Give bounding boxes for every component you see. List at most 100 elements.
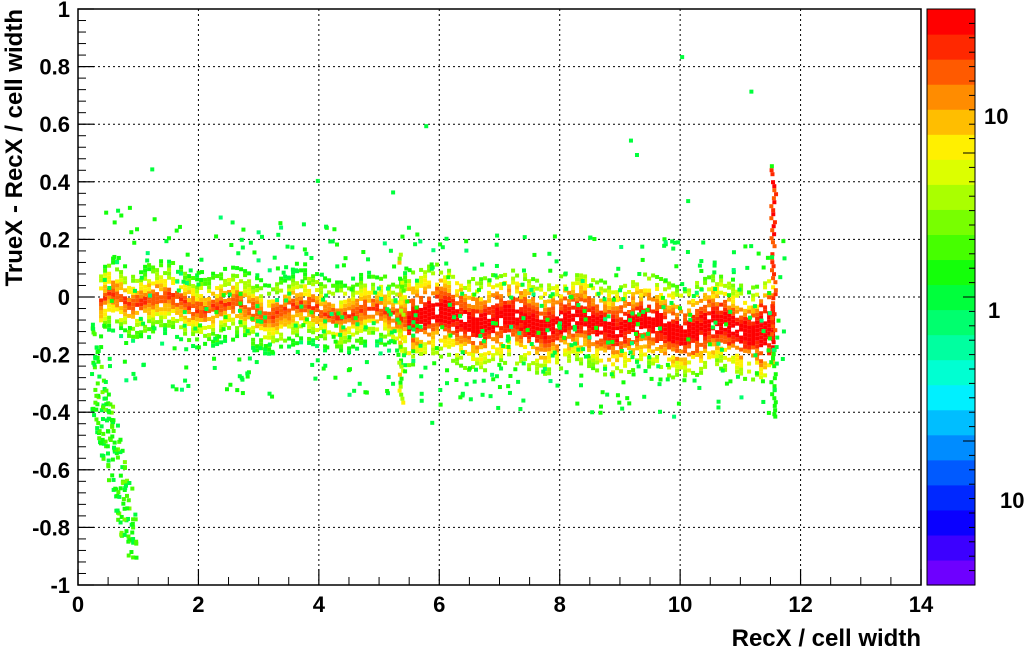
heatmap-cell [464,248,469,253]
heatmap-cell [398,252,403,257]
heatmap-cell [129,550,134,555]
heatmap-cell [415,329,420,334]
heatmap-cell [649,376,654,381]
heatmap-cell [247,291,252,296]
heatmap-cell [118,450,123,455]
heatmap-cell [675,312,680,317]
heatmap-cell [563,304,568,309]
heatmap-cell [773,400,778,405]
heatmap-cell [547,339,552,344]
heatmap-cell [751,341,756,346]
heatmap-cell [171,316,176,321]
heatmap-cell [398,308,403,313]
heatmap-cell [735,309,740,314]
heatmap-cell [607,297,612,302]
heatmap-cell [138,316,143,321]
colorbar-segment [927,559,975,586]
heatmap-cell [171,320,176,325]
heatmap-cell [451,322,456,327]
heatmap-cell [527,319,532,324]
heatmap-cell [731,331,736,336]
heatmap-cell [124,483,129,488]
heatmap-cell [743,300,748,305]
heatmap-cell [183,315,188,320]
heatmap-cell [219,304,224,309]
heatmap-cell [255,276,260,281]
heatmap-cell [239,299,244,304]
heatmap-cell [307,296,312,301]
heatmap-cell [155,308,160,313]
heatmap-cell [647,336,652,341]
heatmap-cell [487,318,492,323]
heatmap-cell [564,286,569,291]
heatmap-cell [303,320,308,325]
heatmap-cell [263,315,268,320]
heatmap-cell [167,287,172,292]
heatmap-cell [724,322,729,327]
heatmap-cell [295,305,300,310]
heatmap-cell [535,286,540,291]
heatmap-cell [507,292,512,297]
heatmap-cell [275,306,280,311]
heatmap-cell [683,357,688,362]
heatmap-cell [263,344,268,349]
heatmap-cell [507,328,512,333]
heatmap-cell [171,324,176,329]
heatmap-cell [505,338,510,343]
heatmap-cell [107,271,112,276]
heatmap-cell [603,344,608,349]
heatmap-cell [447,308,452,313]
heatmap-cell [583,278,588,283]
heatmap-cell [780,356,785,361]
heatmap-cell [776,318,781,323]
heatmap-cell [587,335,592,340]
heatmap-cell [315,288,320,293]
heatmap-cell [275,310,280,315]
heatmap-cell [491,337,496,342]
heatmap-cell [767,351,772,356]
heatmap-cell [687,344,692,349]
heatmap-cell [571,285,576,290]
heatmap-cell [263,323,268,328]
heatmap-cell [683,361,688,366]
heatmap-cell [403,279,408,284]
heatmap-cell [494,242,499,247]
heatmap-cell [135,318,140,323]
heatmap-cell [243,293,248,298]
heatmap-cell [502,281,507,286]
heatmap-cell [719,358,724,363]
heatmap-cell [311,326,316,331]
heatmap-cell [379,340,384,345]
heatmap-cell [267,319,272,324]
heatmap-cell [267,283,272,288]
heatmap-cell [539,363,544,368]
heatmap-cell [539,303,544,308]
heatmap-cell [331,319,336,324]
heatmap-cell [703,344,708,349]
heatmap-cell [163,299,168,304]
heatmap-cell [759,311,764,316]
heatmap-cell [475,349,480,354]
heatmap-cell [771,264,776,269]
heatmap-cell [479,313,484,318]
heatmap-cell [214,310,219,315]
heatmap-cell [707,327,712,332]
heatmap-cell [309,310,314,315]
heatmap-cell [203,309,208,314]
heatmap-cell [391,310,396,315]
heatmap-cell [667,373,672,378]
heatmap-cell [227,281,232,286]
heatmap-cell [343,256,348,261]
heatmap-cell [163,287,168,292]
heatmap-cell [195,309,200,314]
y-tick-label: 0.2 [39,227,70,252]
heatmap-cell [509,295,514,300]
heatmap-cell [139,290,144,295]
heatmap-cell [109,298,114,303]
heatmap-cell [106,458,111,463]
heatmap-cell [299,268,304,273]
heatmap-cell [723,363,728,368]
heatmap-cell [531,285,536,290]
heatmap-cell [759,323,764,328]
heatmap-cell [587,304,592,309]
